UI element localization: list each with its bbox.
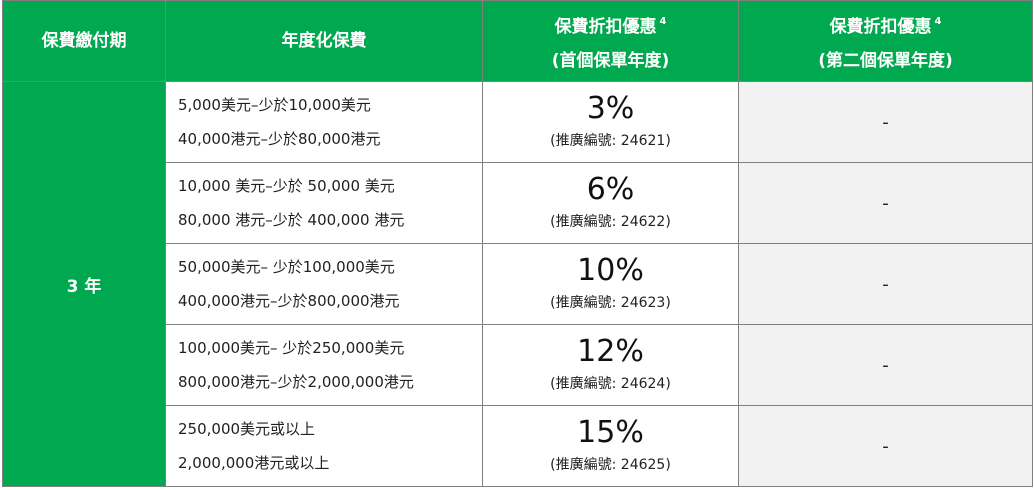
- table-row: 50,000美元– 少於100,000美元 400,000港元–少於800,00…: [3, 243, 1033, 325]
- premium-cell: 250,000美元或以上 2,000,000港元或以上: [165, 405, 483, 487]
- discount-percent: 12%: [577, 334, 644, 369]
- promo-code: (推廣編號: 24622): [550, 214, 671, 230]
- header-second-year-title: 保費折扣優惠: [829, 16, 932, 37]
- second-year-discount-cell: -: [738, 405, 1033, 487]
- premium-cell: 100,000美元– 少於250,000美元 800,000港元–少於2,000…: [165, 324, 483, 406]
- premium-hkd: 800,000港元–少於2,000,000港元: [178, 373, 414, 391]
- premium-hkd: 80,000 港元–少於 400,000 港元: [178, 211, 405, 229]
- premium-hkd: 2,000,000港元或以上: [178, 454, 330, 472]
- first-year-discount-cell: 10% (推廣編號: 24623): [482, 243, 739, 325]
- header-term: 保費繳付期: [2, 0, 166, 82]
- promo-code: (推廣編號: 24621): [550, 133, 671, 149]
- discount-percent: 10%: [577, 253, 644, 288]
- premium-usd: 100,000美元– 少於250,000美元: [178, 339, 405, 357]
- discount-percent: 6%: [586, 172, 635, 207]
- premium-hkd: 40,000港元–少於80,000港元: [178, 130, 381, 148]
- header-first-year-title: 保費折扣優惠: [554, 16, 657, 37]
- premium-usd: 250,000美元或以上: [178, 420, 316, 438]
- premium-cell: 10,000 美元–少於 50,000 美元 80,000 港元–少於 400,…: [165, 162, 483, 244]
- header-first-year-discount: 保費折扣優惠 4 (首個保單年度): [482, 0, 739, 82]
- second-year-discount-cell: -: [738, 81, 1033, 163]
- premium-hkd: 400,000港元–少於800,000港元: [178, 292, 400, 310]
- promo-code: (推廣編號: 24624): [550, 376, 671, 392]
- second-year-discount-cell: -: [738, 162, 1033, 244]
- header-premium: 年度化保費: [165, 0, 483, 82]
- discount-percent: 15%: [577, 415, 644, 450]
- first-year-discount-cell: 15% (推廣編號: 24625): [482, 405, 739, 487]
- table-row: 10,000 美元–少於 50,000 美元 80,000 港元–少於 400,…: [3, 162, 1033, 244]
- second-year-discount-cell: -: [738, 324, 1033, 406]
- second-year-discount-cell: -: [738, 243, 1033, 325]
- payment-term-cell: 3 年: [2, 81, 166, 487]
- first-year-discount-cell: 3% (推廣編號: 24621): [482, 81, 739, 163]
- header-row: 保費繳付期 年度化保費 保費折扣優惠 4 (首個保單年度) 保費折扣優惠 4 (第二…: [2, 0, 1033, 82]
- premium-usd: 10,000 美元–少於 50,000 美元: [178, 177, 395, 195]
- premium-usd: 50,000美元– 少於100,000美元: [178, 258, 395, 276]
- first-year-discount-cell: 12% (推廣編號: 24624): [482, 324, 739, 406]
- premium-usd: 5,000美元–少於10,000美元: [178, 96, 371, 114]
- header-second-year-subtitle: (第二個保單年度): [818, 50, 953, 71]
- promo-code: (推廣編號: 24623): [550, 295, 671, 311]
- footnote-marker: 4: [934, 15, 942, 27]
- header-second-year-discount: 保費折扣優惠 4 (第二個保單年度): [738, 0, 1033, 82]
- promo-code: (推廣編號: 24625): [550, 457, 671, 473]
- first-year-discount-cell: 6% (推廣編號: 24622): [482, 162, 739, 244]
- footnote-marker: 4: [659, 15, 667, 27]
- table-row: 3 年 5,000美元–少於10,000美元 40,000港元–少於80,000…: [2, 81, 1033, 487]
- premium-cell: 50,000美元– 少於100,000美元 400,000港元–少於800,00…: [165, 243, 483, 325]
- premium-cell: 5,000美元–少於10,000美元 40,000港元–少於80,000港元: [165, 81, 483, 163]
- table-row: 100,000美元– 少於250,000美元 800,000港元–少於2,000…: [3, 324, 1033, 406]
- table-row: 250,000美元或以上 2,000,000港元或以上 15% (推廣編號: 2…: [3, 405, 1033, 487]
- header-first-year-subtitle: (首個保單年度): [551, 50, 670, 71]
- discount-percent: 3%: [586, 91, 635, 126]
